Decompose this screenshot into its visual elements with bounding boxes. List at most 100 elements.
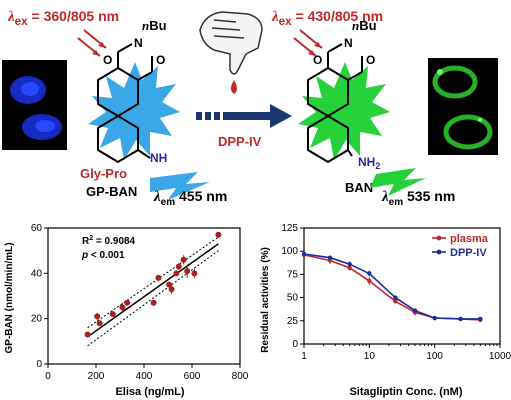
data-point: [458, 316, 463, 322]
product-n: N: [344, 36, 353, 50]
data-point: [94, 313, 101, 320]
x-tick-label: 600: [184, 371, 201, 382]
cell-blob-green-2: [443, 114, 493, 150]
data-point: [347, 261, 352, 267]
gly-pro-label: Gly-Pro: [80, 166, 127, 181]
fit-line: [87, 243, 219, 338]
y-tick-label: 20: [31, 314, 43, 325]
y-axis-label: Residual activities (%): [260, 247, 271, 353]
data-point: [173, 270, 180, 277]
product-starburst: [298, 62, 390, 160]
x-tick-label: 1000: [489, 351, 511, 362]
data-point: [150, 299, 157, 306]
x-tick-label: 400: [136, 371, 153, 382]
legend-marker: [436, 235, 442, 241]
left-excitation-label: λex = 360/805 nm: [8, 8, 120, 28]
legend-label: plasma: [450, 233, 489, 245]
blue-emission-bolt: [150, 172, 210, 200]
data-point: [478, 316, 483, 322]
data-point: [432, 315, 437, 321]
product-o1: O: [313, 53, 322, 67]
data-point: [393, 299, 398, 304]
correlation-axes: 0 200 400 600 800 0 20 40 60: [31, 223, 249, 382]
product-name: BAN: [345, 180, 373, 195]
reaction-scheme: O N O nBu NH Gly-Pro GP-BAN O N O nBu NH…: [2, 11, 498, 200]
legend: plasma DPP-IV: [432, 233, 489, 259]
data-point: [191, 270, 198, 277]
regression-line: [87, 243, 219, 338]
probe-n: N: [134, 36, 143, 50]
probe-nh: NH: [150, 151, 167, 165]
x-tick-label: 100: [426, 351, 443, 362]
product-nh2: NH2: [358, 155, 380, 171]
probe-structure: [97, 43, 153, 164]
product-o2: O: [366, 53, 375, 67]
probe-o2: O: [156, 53, 165, 67]
p-value-annotation: p < 0.001: [81, 250, 125, 261]
inhibition-series: [301, 251, 483, 323]
data-point: [155, 274, 162, 281]
product-structure: [307, 43, 363, 164]
right-excitation-label: λex = 430/805 nm: [272, 8, 384, 28]
y-tick-label: 0: [36, 359, 42, 370]
correlation-chart: 0 200 400 600 800 0 20 40 60 Elisa (ng/mL) GP-BA…: [4, 223, 249, 398]
probe-o1: O: [103, 53, 112, 67]
probe-nbu: nBu: [142, 18, 167, 33]
probe-starburst: [88, 62, 180, 160]
data-point: [327, 255, 333, 260]
series-line: [303, 254, 481, 321]
data-point: [84, 331, 91, 338]
data-point: [215, 231, 222, 238]
enzyme-label: DPP-IV: [218, 134, 262, 149]
data-point: [175, 263, 182, 270]
reaction-arrow: [196, 104, 292, 128]
data-point: [119, 304, 126, 311]
data-point: [184, 268, 191, 275]
data-point: [168, 286, 175, 293]
data-point: [367, 271, 372, 276]
data-point: [109, 311, 116, 318]
hand-icon: [199, 11, 263, 75]
legend-label: DPP-IV: [450, 247, 487, 259]
x-tick-label: 0: [45, 371, 51, 382]
y-tick-label: 75: [287, 269, 299, 280]
plot-frame: [303, 227, 501, 345]
left-emission-label: λem 455 nm: [154, 188, 228, 208]
data-points: [84, 231, 222, 338]
x-tick-label: 800: [232, 371, 249, 382]
y-tick-label: 25: [287, 316, 299, 327]
y-tick-label: 40: [31, 268, 43, 279]
y-tick-label: 100: [281, 246, 298, 257]
probe-name: GP-BAN: [86, 184, 137, 199]
legend-marker: [436, 249, 442, 255]
data-point: [347, 265, 352, 271]
confidence-bands: [87, 236, 219, 347]
cell-blob-green-1: [432, 65, 478, 99]
x-tick-label: 10: [364, 351, 376, 362]
drop-icon: [231, 80, 237, 94]
green-emission-bolt: [370, 168, 426, 196]
y-axis-label: GP-BAN (nmol/min/mL): [4, 242, 15, 353]
data-point: [180, 256, 187, 263]
y-tick-label: 60: [31, 223, 43, 234]
data-point: [124, 299, 131, 306]
y-tick-label: 125: [281, 223, 298, 234]
confidence-band: [87, 250, 219, 347]
x-tick-label: 1: [301, 351, 307, 362]
confidence-band: [87, 236, 219, 329]
x-tick-label: 200: [88, 371, 105, 382]
y-tick-label: 50: [287, 293, 299, 304]
x-axis-label: Elisa (ng/mL): [115, 386, 184, 398]
product-nbu: nBu: [352, 18, 377, 33]
x-axis-label: Sitagliptin Conc. (nM): [349, 386, 462, 398]
data-point: [301, 251, 307, 257]
data-point: [412, 308, 418, 313]
r-squared-annotation: R2 = 0.9084: [82, 235, 136, 247]
y-tick-label: 0: [292, 339, 298, 350]
data-point: [96, 320, 103, 327]
right-emission-label: λem 535 nm: [382, 188, 456, 208]
data-point: [393, 295, 398, 300]
data-point: [367, 278, 372, 284]
inhibition-axes: 1 10 100 1000 0 25 50 75 100 125: [281, 223, 511, 362]
data-point: [166, 281, 173, 288]
